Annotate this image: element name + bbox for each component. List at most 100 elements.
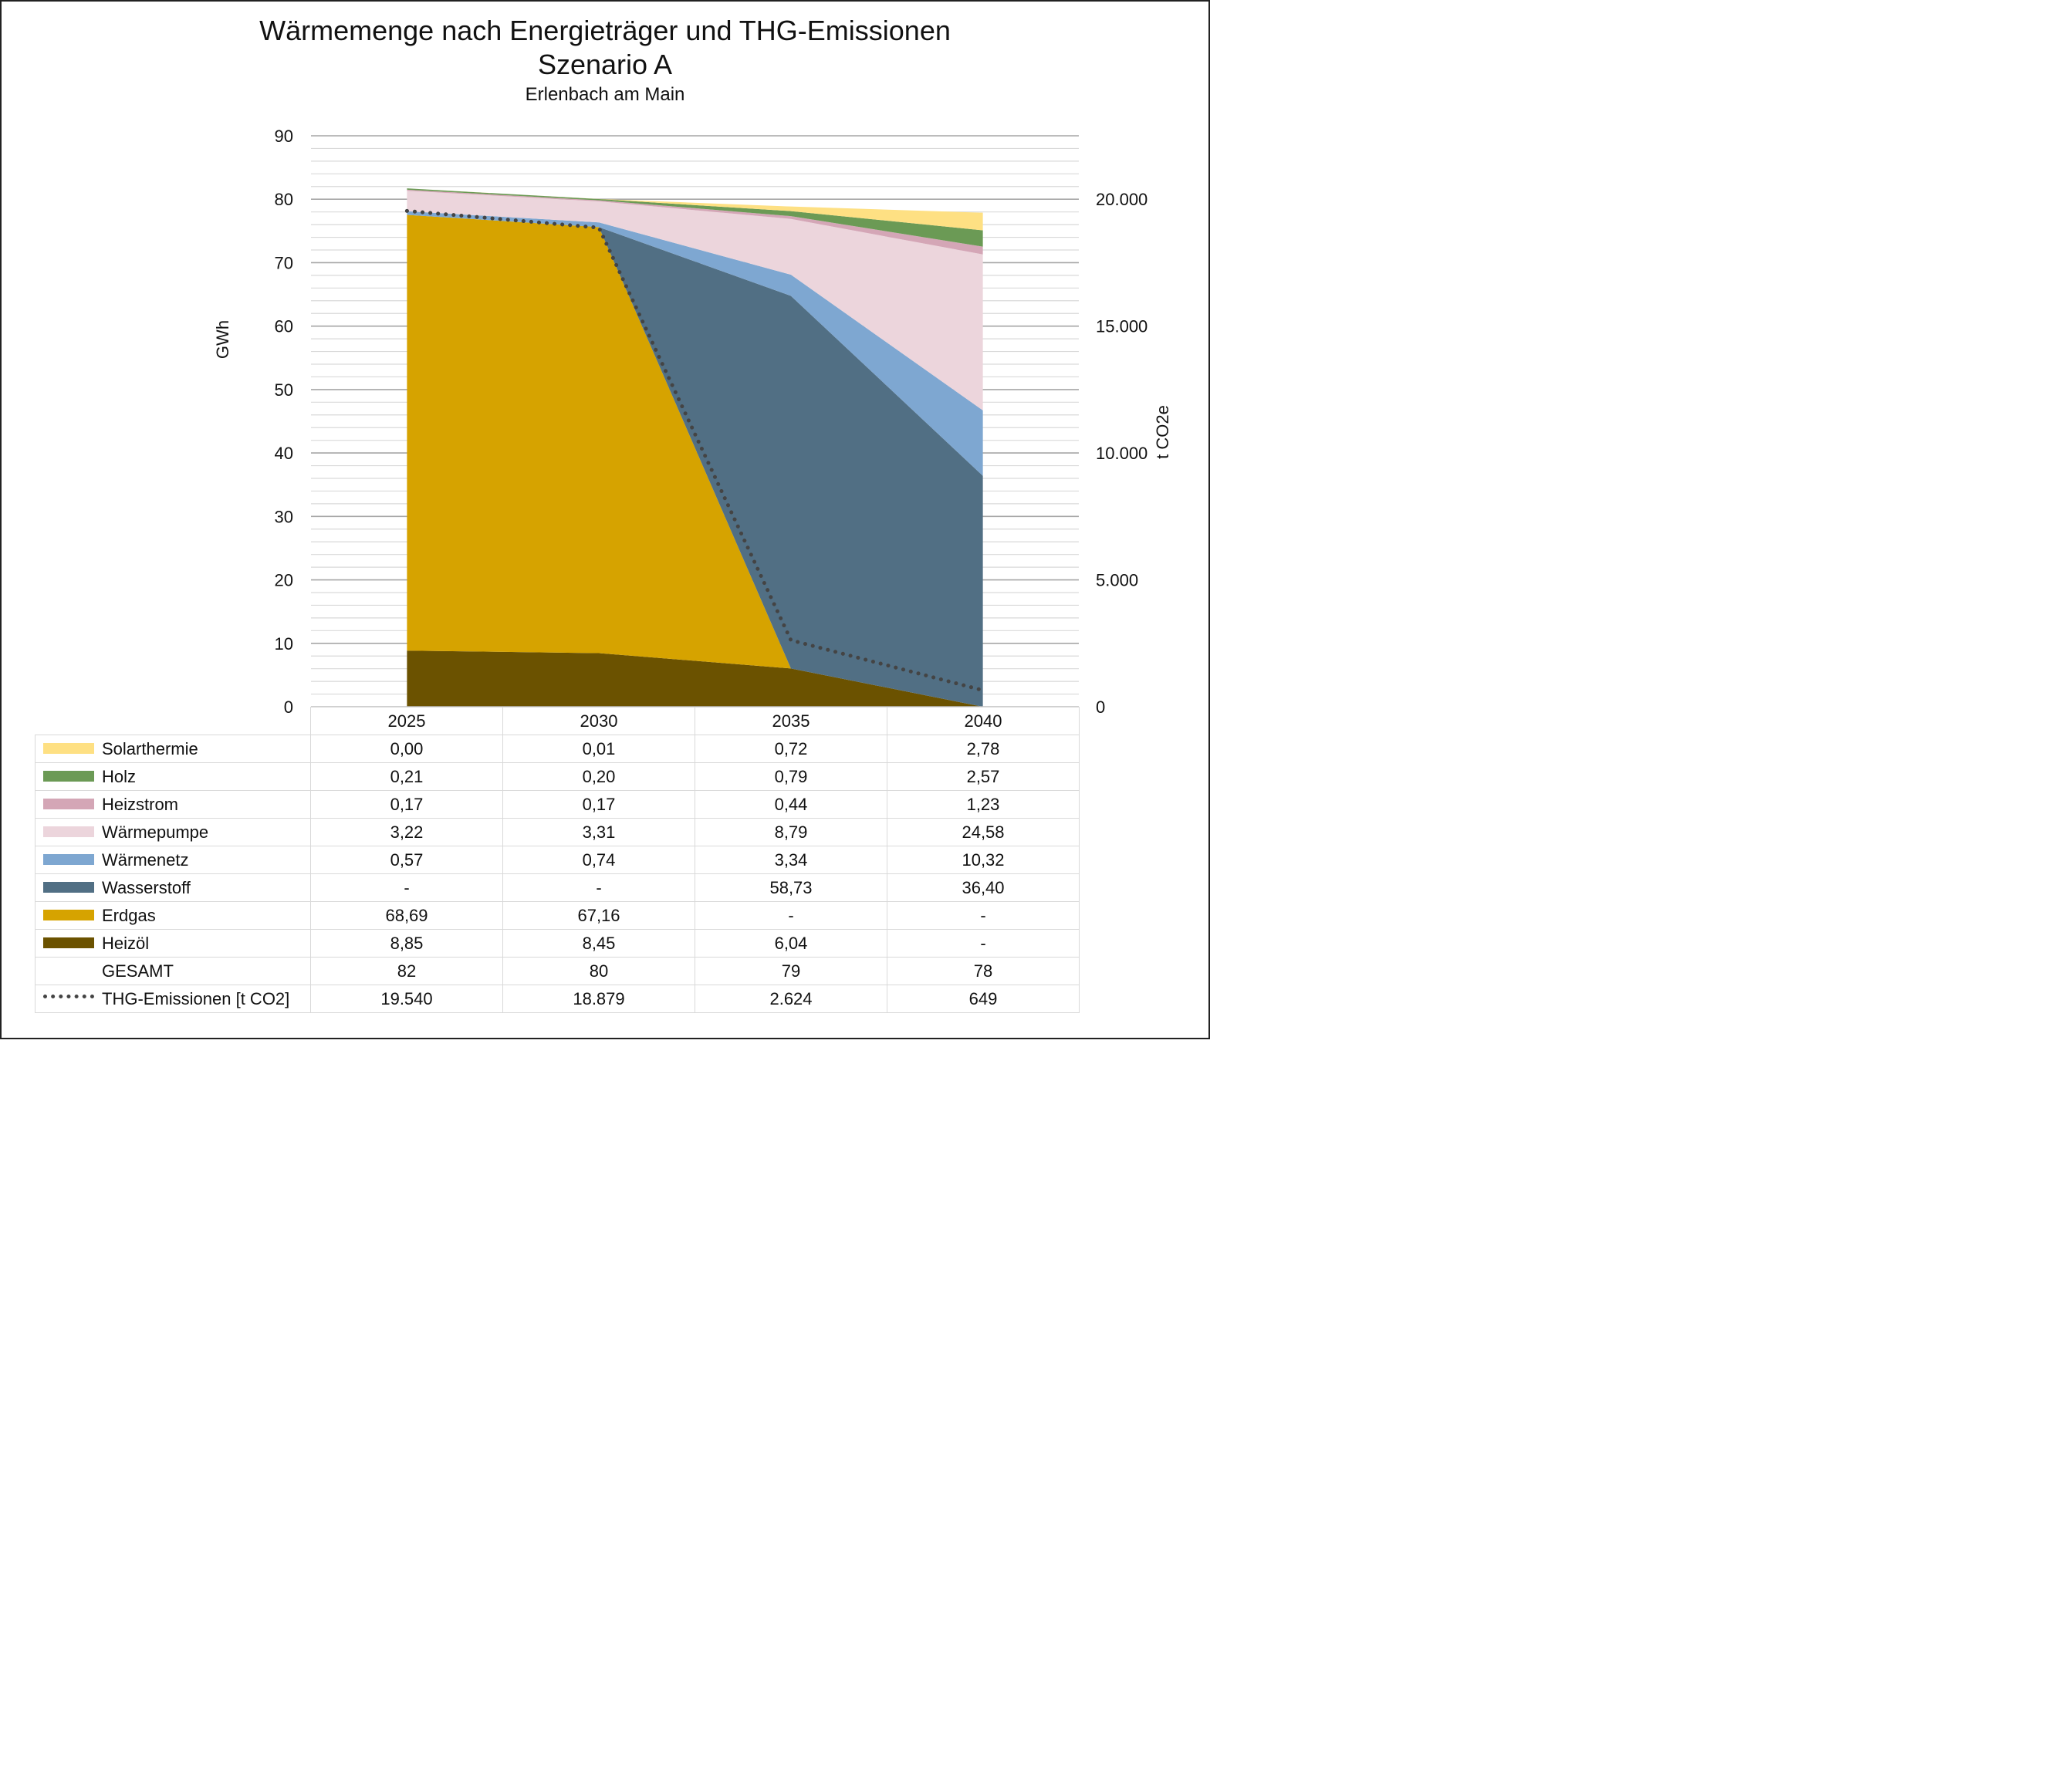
area-waermepumpe — [407, 191, 983, 410]
legend-swatch — [43, 742, 94, 754]
data-label: 3,31 — [502, 818, 695, 846]
data-label: 0,17 — [502, 790, 695, 819]
y-tick-label: 80 — [275, 190, 293, 209]
data-label: 82 — [310, 957, 503, 985]
y2-tick-label: 15.000 — [1096, 317, 1148, 336]
data-label: 0,44 — [695, 790, 887, 819]
legend-label: Erdgas — [102, 905, 156, 925]
data-label: 0,72 — [695, 735, 887, 763]
x-tick-label: 2030 — [502, 707, 695, 735]
data-label: 68,69 — [310, 901, 503, 930]
legend-entry: Holz — [35, 762, 311, 791]
area-waermenetz — [407, 211, 983, 476]
data-label: 0,21 — [310, 762, 503, 791]
table-header-row: 2025 2030 2035 2040 — [35, 707, 1080, 735]
data-label: 649 — [887, 985, 1080, 1013]
data-label: 0,79 — [695, 762, 887, 791]
data-label: 18.879 — [502, 985, 695, 1013]
emissions-line-path — [404, 208, 985, 693]
legend-entry: GESAMT — [35, 957, 311, 985]
legend-entry: Wärmepumpe — [35, 818, 311, 846]
data-label: 3,22 — [310, 818, 503, 846]
data-label: 3,34 — [695, 846, 887, 874]
y-tick-label: 40 — [275, 444, 293, 463]
legend-label: GESAMT — [102, 961, 174, 981]
legend-swatch — [43, 826, 94, 837]
data-label: 2.624 — [695, 985, 887, 1013]
legend-label: Solarthermie — [102, 738, 198, 758]
legend-swatch — [43, 965, 94, 976]
legend-label: Wärmenetz — [102, 849, 189, 870]
data-label: 6,04 — [695, 929, 887, 958]
area-heizoel — [407, 650, 983, 707]
legend-label: THG-Emissionen [t CO2] — [102, 988, 290, 1008]
data-table: 2025 2030 2035 2040 Solarthermie 0,00 0,01 0,72… — [35, 707, 1080, 1013]
legend-label: Wasserstoff — [102, 877, 191, 897]
y-tick-label: 20 — [275, 571, 293, 590]
data-label: 0,17 — [310, 790, 503, 819]
y2-tick-label: 0 — [1096, 697, 1105, 717]
legend-swatch — [43, 770, 94, 782]
y-tick-label: 30 — [275, 507, 293, 526]
chart-subtitle: Szenario A — [537, 49, 673, 80]
data-label: 8,85 — [310, 929, 503, 958]
legend-entry: Erdgas — [35, 901, 311, 930]
chart-title: Wärmemenge nach Energieträger und THG-Em… — [259, 15, 951, 46]
table-row-waermepumpe: Wärmepumpe 3,22 3,31 8,79 24,58 — [35, 818, 1080, 846]
y-tick-label: 70 — [275, 253, 293, 272]
data-label: - — [887, 929, 1080, 958]
data-label: 0,01 — [502, 735, 695, 763]
legend-entry: Heizöl — [35, 929, 311, 958]
data-label: - — [695, 901, 887, 930]
table-row-heizoel: Heizöl 8,85 8,45 6,04- — [35, 929, 1080, 958]
table-row-waermenetz: Wärmenetz 0,57 0,74 3,34 10,32 — [35, 846, 1080, 874]
data-label: 1,23 — [887, 790, 1080, 819]
chart-plot: 010203040506070809005.00010.00015.00020.… — [213, 127, 1172, 717]
data-label: 67,16 — [502, 901, 695, 930]
table-row-thg-emissionen-t-co2: THG-Emissionen [t CO2] 19.540 18.879 2.624 6… — [35, 985, 1080, 1013]
x-tick-label: 2025 — [310, 707, 503, 735]
legend-label: Heizöl — [102, 933, 150, 953]
data-label: 10,32 — [887, 846, 1080, 874]
x-tick-label: 2035 — [695, 707, 887, 735]
data-label: 0,74 — [502, 846, 695, 874]
data-label: 0,20 — [502, 762, 695, 791]
table-corner — [35, 707, 311, 735]
data-label: 0,57 — [310, 846, 503, 874]
y-tick-label: 60 — [275, 317, 293, 336]
legend-label: Holz — [102, 766, 137, 786]
legend-entry: Wasserstoff — [35, 873, 311, 902]
legend-swatch — [43, 937, 94, 948]
legend-label: Heizstrom — [102, 794, 179, 814]
legend-entry: Heizstrom — [35, 790, 311, 819]
y-axis-title: GWh — [213, 320, 232, 359]
data-label: 2,78 — [887, 735, 1080, 763]
data-label: 19.540 — [310, 985, 503, 1013]
legend-entry: Wärmenetz — [35, 846, 311, 874]
x-tick-label: 2040 — [887, 707, 1080, 735]
data-label: 36,40 — [887, 873, 1080, 902]
y-tick-label: 50 — [275, 380, 293, 400]
y2-axis-title: t CO2e — [1153, 405, 1172, 459]
y-tick-label: 90 — [275, 127, 293, 146]
table-row-solarthermie: Solarthermie 0,00 0,01 0,72 2,78 — [35, 735, 1080, 763]
y2-tick-label: 10.000 — [1096, 444, 1148, 463]
legend-swatch — [43, 798, 94, 809]
legend-swatch — [43, 995, 94, 999]
data-label: 58,73 — [695, 873, 887, 902]
data-label: - — [502, 873, 695, 902]
legend-entry: Solarthermie — [35, 735, 311, 763]
data-label: 78 — [887, 957, 1080, 985]
emissions-line — [404, 208, 985, 693]
chart-location: Erlenbach am Main — [525, 84, 685, 105]
data-label: 0,00 — [310, 735, 503, 763]
area-wasserstoff — [407, 214, 983, 708]
legend-swatch — [43, 909, 94, 920]
legend-swatch — [43, 881, 94, 893]
data-label: 24,58 — [887, 818, 1080, 846]
legend-label: Wärmepumpe — [102, 822, 209, 842]
data-label: 8,45 — [502, 929, 695, 958]
stacked-areas — [407, 188, 983, 708]
y2-tick-label: 20.000 — [1096, 190, 1148, 209]
table-row-heizstrom: Heizstrom 0,17 0,17 0,44 1,23 — [35, 790, 1080, 819]
